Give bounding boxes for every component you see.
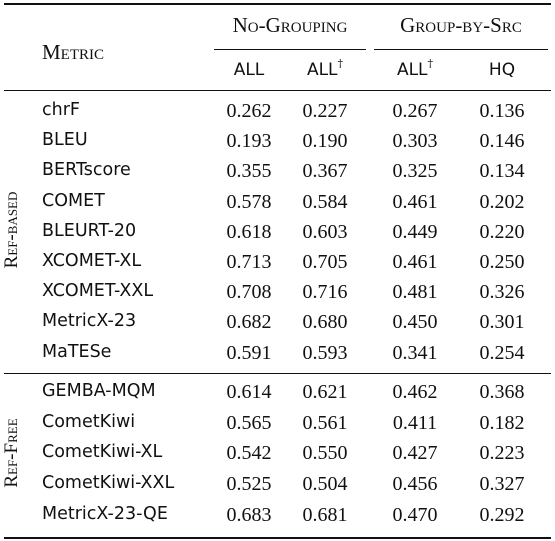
metric-name-cell: MetricX-23 (42, 311, 137, 332)
score-cell-all-d: 0.367 (302, 160, 348, 183)
score-cell-src-all_d: 0.267 (392, 100, 438, 122)
score-cell-all: 0.525 (226, 473, 272, 496)
score-cell-all: 0.262 (226, 100, 272, 122)
score-cell-hq: 0.250 (479, 251, 525, 273)
group-by-src-header: Group-by-Src (400, 13, 522, 37)
score-cell-hq: 0.134 (479, 160, 525, 183)
no-grouping-underline (214, 49, 366, 50)
score-cell-hq: 0.146 (479, 130, 525, 153)
score-cell-all-d: 0.603 (302, 220, 348, 243)
metric-name-cell: BLEU (42, 130, 88, 151)
score-cell-all-d: 0.621 (302, 381, 348, 403)
score-cell-hq: 0.326 (479, 281, 525, 304)
score-cell-all-d: 0.680 (302, 311, 348, 334)
score-cell-src-all_d: 0.303 (392, 130, 438, 153)
sub-header-all: ALL (233, 60, 265, 80)
score-cell-hq: 0.368 (479, 381, 525, 403)
score-cell-all-d: 0.584 (302, 190, 348, 213)
score-cell-src-all_d: 0.461 (392, 190, 438, 213)
metric-name-cell: XCOMET-XL (42, 251, 142, 271)
score-cell-src-all_d: 0.449 (392, 220, 438, 243)
score-cell-all-d: 0.705 (302, 251, 348, 273)
score-cell-all: 0.618 (226, 220, 272, 243)
header-rule (4, 90, 551, 91)
score-cell-src-all_d: 0.461 (392, 251, 438, 273)
score-cell-src-all_d: 0.462 (392, 381, 438, 403)
score-cell-all: 0.578 (226, 190, 272, 213)
metric-name-cell: XCOMET-XXL (42, 281, 154, 302)
score-cell-src-all_d: 0.411 (392, 411, 438, 434)
group-by-src-underline (374, 49, 548, 50)
score-cell-src-all_d: 0.481 (392, 281, 438, 304)
bottom-rule (4, 537, 551, 539)
score-cell-hq: 0.223 (479, 442, 525, 465)
metric-name-cell: chrF (42, 100, 80, 120)
score-cell-src-all_d: 0.325 (392, 160, 438, 183)
score-cell-hq: 0.220 (479, 220, 525, 243)
score-cell-all: 0.683 (226, 503, 272, 526)
score-cell-src-all_d: 0.456 (392, 473, 438, 496)
score-cell-all-d: 0.227 (302, 100, 348, 122)
score-cell-src-all_d: 0.341 (392, 341, 438, 364)
score-cell-all-d: 0.716 (302, 281, 348, 304)
metric-name-cell: CometKiwi (42, 411, 136, 432)
sub-header-all-dagger: ALL† (306, 57, 344, 80)
metric-name-cell: CometKiwi-XL (42, 442, 163, 463)
score-cell-all-d: 0.550 (302, 442, 348, 465)
score-cell-all: 0.708 (226, 281, 272, 304)
metric-header: Metric (42, 40, 105, 64)
no-grouping-header: No-Grouping (232, 13, 348, 37)
score-cell-all: 0.565 (226, 411, 272, 434)
metric-name-cell: BERTscore (42, 160, 131, 181)
sub-header-src-all-dagger: ALL† (396, 57, 434, 80)
score-cell-all-d: 0.190 (302, 130, 348, 153)
score-cell-all-d: 0.561 (302, 411, 348, 434)
score-cell-all-d: 0.593 (302, 341, 348, 364)
score-cell-all: 0.682 (226, 311, 272, 334)
score-cell-hq: 0.202 (479, 190, 525, 213)
metric-name-cell: BLEURT-20 (42, 220, 137, 241)
score-cell-hq: 0.136 (479, 100, 525, 122)
score-cell-hq: 0.182 (479, 411, 525, 434)
sub-header-hq: HQ (488, 60, 516, 80)
group-label-ref-based: Ref-based (1, 191, 22, 269)
group-label-ref-free: Ref-Free (1, 418, 22, 488)
metric-name-cell: CometKiwi-XXL (42, 473, 175, 494)
score-cell-all-d: 0.681 (302, 503, 348, 526)
score-cell-src-all_d: 0.427 (392, 442, 438, 465)
top-rule (4, 3, 551, 5)
score-cell-src-all_d: 0.470 (392, 503, 438, 526)
metric-name-cell: MaTESe (42, 341, 112, 362)
metric-name-cell: GEMBA-MQM (42, 381, 156, 401)
score-cell-hq: 0.301 (479, 311, 525, 334)
score-cell-all-d: 0.504 (302, 473, 348, 496)
score-cell-all: 0.614 (226, 381, 272, 403)
metric-name-cell: MetricX-23-QE (42, 503, 168, 524)
score-cell-hq: 0.327 (479, 473, 525, 496)
score-cell-all: 0.193 (226, 130, 272, 153)
score-cell-all: 0.542 (226, 442, 272, 465)
score-cell-hq: 0.292 (479, 503, 525, 526)
score-cell-hq: 0.254 (479, 341, 525, 364)
score-cell-all: 0.355 (226, 160, 272, 183)
metric-name-cell: COMET (42, 190, 105, 211)
score-cell-all: 0.591 (226, 341, 272, 364)
group-separator-rule (4, 373, 551, 374)
score-cell-src-all_d: 0.450 (392, 311, 438, 334)
score-cell-all: 0.713 (226, 251, 272, 273)
